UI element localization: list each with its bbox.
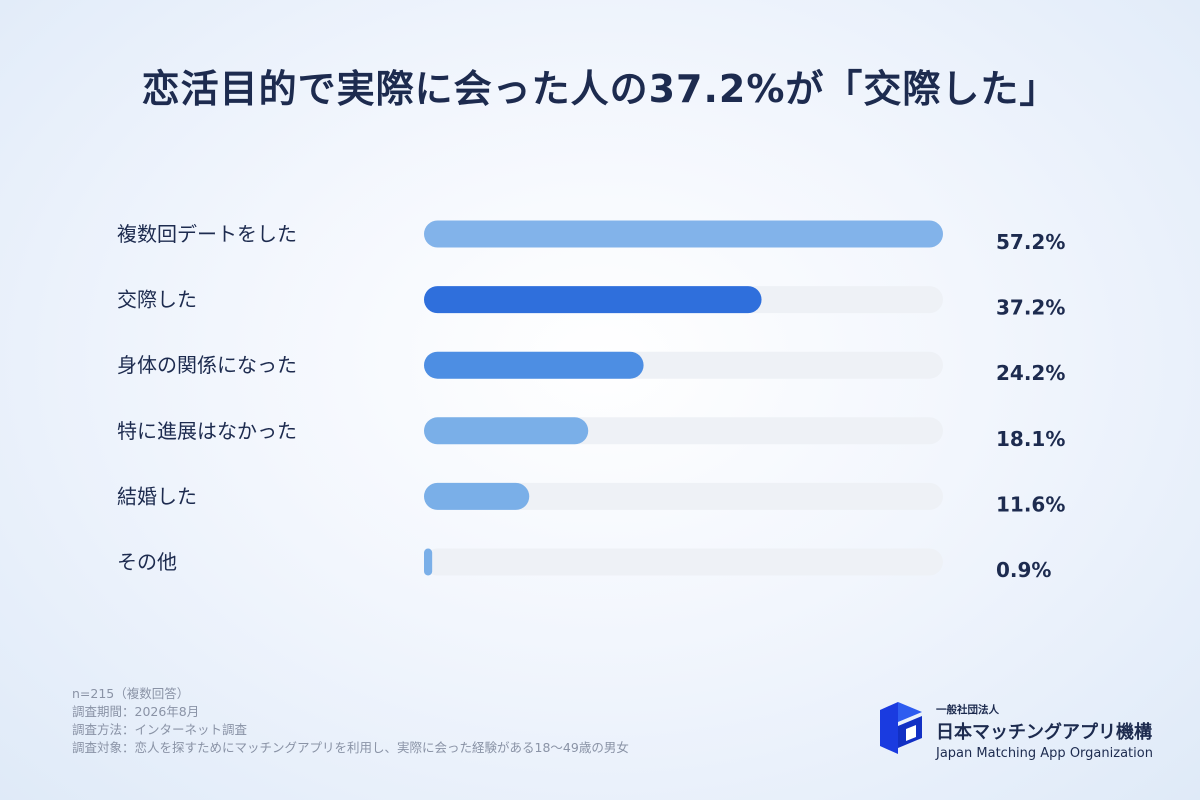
value-label: 24.2%: [996, 361, 1065, 385]
category-label: 身体の関係になった: [117, 353, 297, 377]
bar: [424, 351, 644, 379]
logo-mark-icon: [880, 702, 922, 754]
logo-name-en: Japan Matching App Organization: [936, 746, 1153, 761]
bar: [424, 286, 762, 314]
category-label: 結婚した: [117, 484, 197, 508]
logo-org-type: 一般社団法人: [936, 704, 999, 716]
value-label: 0.9%: [996, 558, 1051, 582]
bar-track: [424, 548, 943, 576]
note-method: 調査方法：インターネット調査: [72, 722, 248, 737]
note-target: 調査対象：恋人を探すためにマッチングアプリを利用し、実際に会った経験がある18〜…: [72, 740, 629, 755]
bar: [424, 482, 530, 510]
survey-notes: n=215（複数回答） 調査期間：2026年8月 調査方法：インターネット調査 …: [72, 685, 629, 757]
note-sample: n=215（複数回答）: [72, 686, 190, 701]
value-label: 57.2%: [996, 230, 1065, 254]
value-label: 18.1%: [996, 427, 1065, 451]
value-label: 37.2%: [996, 296, 1065, 320]
category-label: その他: [117, 550, 177, 574]
note-period: 調査期間：2026年8月: [72, 704, 200, 719]
bar: [424, 220, 943, 248]
value-label: 11.6%: [996, 492, 1065, 516]
bar-track: [424, 482, 943, 510]
category-label: 複数回デートをした: [117, 222, 297, 246]
bar: [424, 548, 433, 576]
organization-logo: 一般社団法人 日本マッチングアプリ機構 Japan Matching App O…: [876, 702, 1156, 762]
category-label: 特に進展はなかった: [117, 419, 297, 443]
category-label: 交際した: [117, 288, 197, 312]
chart-title: 恋活目的で実際に会った人の37.2%が「交際した」: [141, 67, 1059, 111]
bar: [424, 417, 589, 445]
logo-name: 日本マッチングアプリ機構: [936, 722, 1152, 743]
